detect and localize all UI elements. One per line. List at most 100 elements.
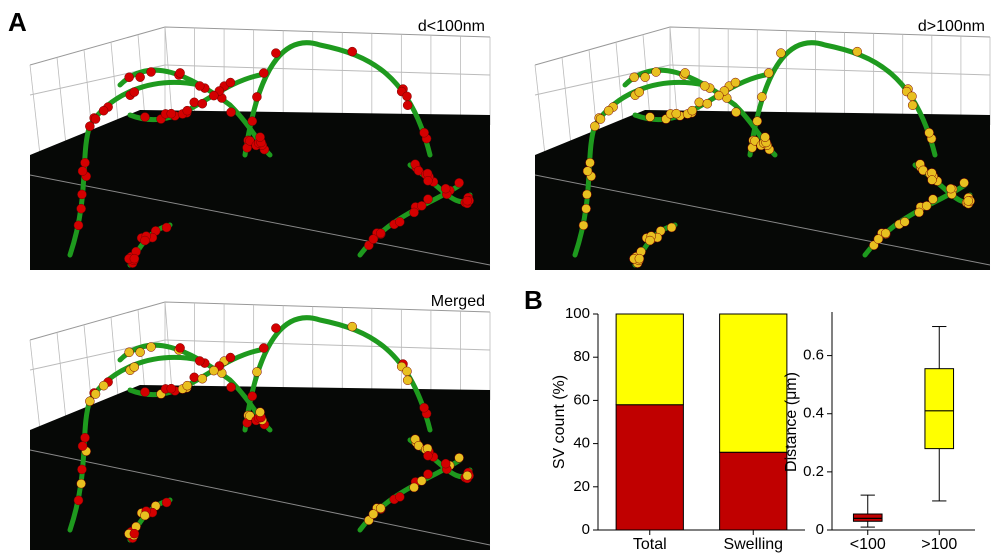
vesicle: [90, 389, 101, 399]
vesicle: [247, 116, 258, 126]
vesicle: [440, 458, 451, 469]
vesicle: [146, 67, 156, 77]
panel-caption: d>100nm: [918, 18, 985, 35]
vesicle: [714, 90, 724, 101]
vesicle: [124, 347, 134, 358]
vesicle: [914, 207, 924, 218]
vesicle: [347, 321, 357, 332]
vesicle: [462, 470, 473, 481]
grid-wall: [164, 64, 491, 76]
vesicle: [77, 464, 87, 475]
vesicle: [582, 166, 593, 176]
render-panel: d>100nm: [534, 18, 991, 270]
vesicle: [921, 201, 932, 211]
vesicle: [225, 77, 236, 88]
y-axis-label: SV count (%): [551, 375, 568, 469]
y-tick-label: 60: [573, 391, 590, 408]
vesicle: [247, 391, 258, 401]
box: [852, 513, 883, 522]
vesicle: [634, 253, 645, 264]
vesicle: [581, 203, 591, 214]
vesicle: [252, 92, 262, 102]
vesicle: [852, 46, 862, 57]
vesicle: [731, 107, 741, 117]
vesicle: [194, 81, 205, 91]
vesicle: [197, 373, 208, 384]
render-panel: Merged: [29, 293, 491, 550]
vesicle: [928, 194, 938, 204]
vesicle: [634, 87, 645, 97]
vesicle: [77, 189, 87, 200]
vesicle: [454, 453, 464, 463]
vesicle: [776, 48, 786, 58]
vesicle: [462, 195, 473, 206]
bar-segment: [719, 451, 788, 531]
vesicle: [680, 68, 690, 78]
vesicle: [80, 432, 90, 443]
vesicle: [129, 253, 140, 264]
vesicle: [963, 196, 974, 206]
panel-caption: d<100nm: [418, 18, 485, 35]
vesicle: [258, 68, 269, 78]
vesicle: [666, 222, 677, 233]
vesicle: [651, 67, 661, 77]
vesicle: [76, 203, 86, 214]
vesicle: [873, 234, 884, 244]
vesicle: [763, 68, 774, 78]
vesicle: [645, 235, 655, 246]
vesicle: [140, 112, 150, 122]
vesicle: [129, 528, 140, 539]
vesicle: [189, 372, 199, 383]
vesicle: [730, 77, 741, 88]
vesicle: [409, 482, 419, 493]
vesicle: [209, 90, 219, 101]
vesicle: [80, 157, 90, 168]
vesicle: [255, 407, 265, 417]
vesicle: [419, 402, 429, 413]
vesicle: [182, 380, 192, 391]
vesicle: [129, 87, 140, 97]
vesicle: [375, 503, 386, 514]
floor-edge: [534, 174, 991, 266]
grid-wall: [29, 339, 41, 431]
vesicle: [603, 105, 614, 116]
vesicle: [98, 380, 109, 391]
vesicle: [140, 387, 150, 397]
bar-segment: [615, 313, 684, 406]
vesicle: [124, 72, 134, 83]
vesicle: [880, 228, 891, 239]
vesicle: [687, 105, 697, 116]
y-tick-label: 40: [573, 435, 590, 452]
grid-wall: [561, 57, 573, 156]
floor-edge: [29, 449, 491, 546]
vesicle: [85, 121, 95, 132]
vesicle: [271, 48, 281, 58]
vesicle: [760, 132, 770, 142]
vesicle: [423, 469, 433, 479]
vesicle: [226, 107, 236, 117]
vesicle: [197, 98, 208, 109]
vesicle: [129, 362, 140, 372]
grid-wall: [669, 64, 991, 76]
vesicle: [347, 46, 357, 57]
vesicle: [423, 175, 433, 186]
vesicle: [73, 220, 84, 231]
vesicle: [757, 92, 767, 102]
panel-caption: Merged: [431, 293, 485, 310]
vesicle: [645, 112, 655, 122]
y-axis-label: Distance (μm): [783, 372, 800, 472]
vesicle: [258, 343, 269, 353]
vesicle: [440, 183, 451, 194]
vesicle: [252, 367, 262, 377]
vesicle: [175, 343, 185, 353]
vesicle: [640, 72, 650, 82]
vesicle: [671, 108, 681, 119]
vesicle: [85, 396, 95, 407]
x-tick-label: Swelling: [723, 536, 783, 553]
y-tick-label: 0: [816, 521, 824, 538]
vesicle: [255, 132, 265, 142]
y-tick-label: 0.2: [803, 463, 824, 480]
vesicle: [209, 365, 219, 376]
grid-wall: [534, 64, 546, 156]
